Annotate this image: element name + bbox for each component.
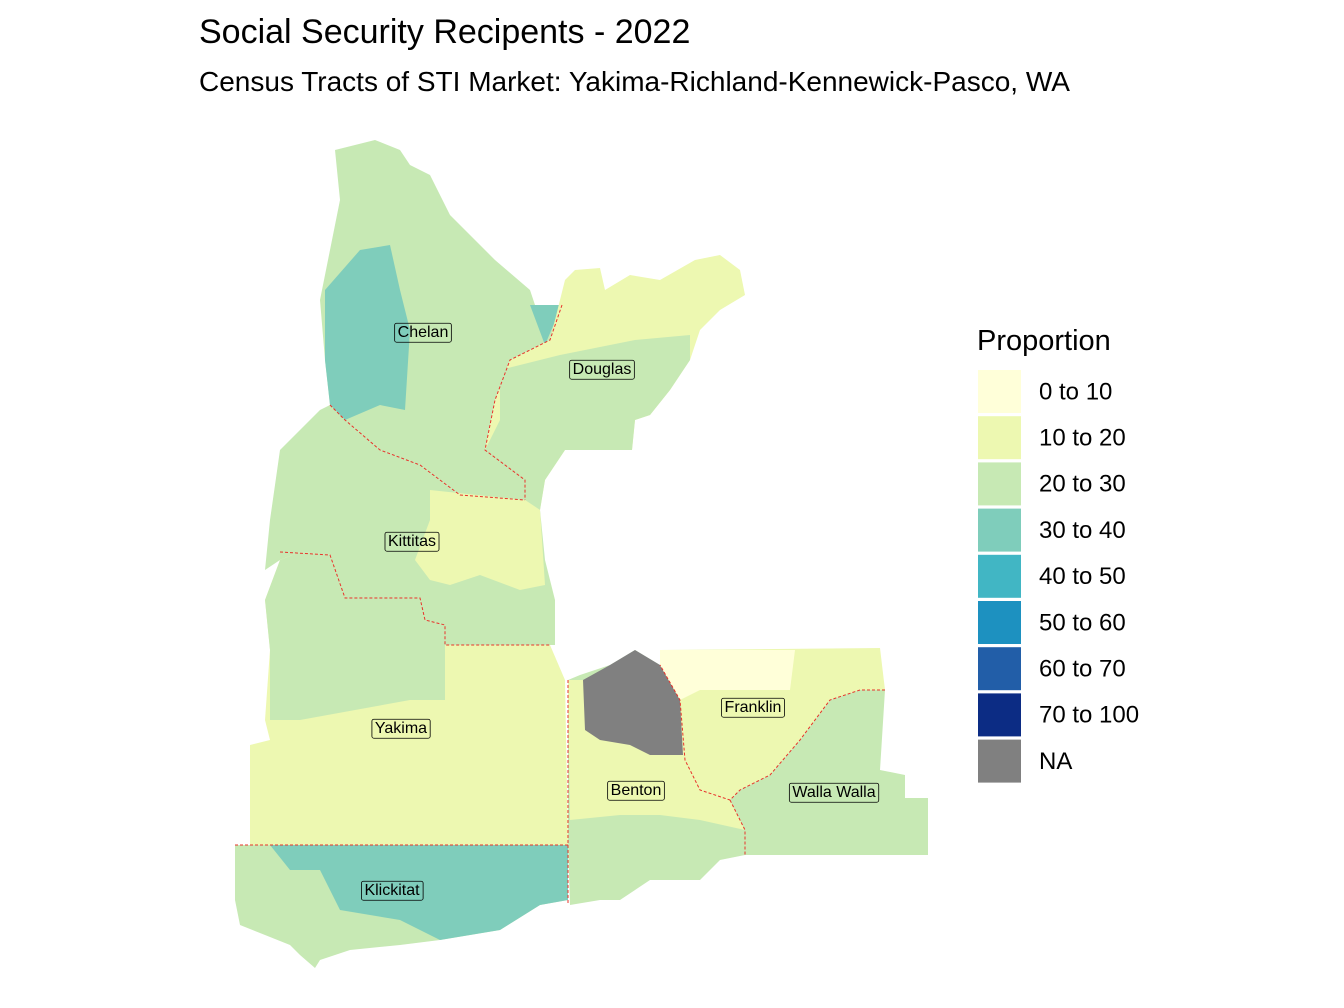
legend-swatch — [978, 693, 1021, 737]
legend-swatch — [978, 554, 1021, 598]
legend-label: 70 to 100 — [1039, 702, 1139, 729]
region — [270, 845, 568, 940]
region — [530, 305, 562, 345]
county-border — [659, 664, 885, 801]
county-label: Walla Walla — [792, 784, 875, 801]
county-border — [279, 551, 550, 646]
county-label: Chelan — [398, 324, 449, 341]
legend-label: 60 to 70 — [1039, 656, 1126, 683]
region — [325, 245, 410, 420]
county-border — [329, 404, 526, 501]
region — [415, 490, 545, 590]
legend: 0 to 10 10 to 20 20 to 30 30 to 40 40 to 50 5… — [978, 370, 1139, 783]
legend-swatch — [978, 462, 1021, 506]
legend-swatch — [978, 508, 1021, 552]
region — [485, 335, 690, 510]
label-box — [394, 322, 452, 343]
label-box — [788, 782, 880, 803]
county-label: Yakima — [375, 720, 427, 737]
map-title: Social Security Recipents - 2022 — [199, 13, 690, 51]
map-subtitle: Census Tracts of STI Market: Yakima-Rich… — [199, 66, 1070, 97]
region — [730, 690, 928, 855]
legend-label: 10 to 20 — [1039, 425, 1126, 452]
label-box — [569, 359, 635, 380]
legend-title: Proportion — [977, 325, 1111, 357]
legend-swatch — [978, 739, 1021, 783]
county-label: Klickitat — [364, 882, 420, 899]
legend-swatch — [978, 601, 1021, 644]
legend-label: 40 to 50 — [1039, 563, 1126, 590]
legend-label: 50 to 60 — [1039, 609, 1126, 636]
region — [583, 650, 683, 755]
region — [320, 140, 560, 500]
region — [265, 405, 555, 645]
legend-label: NA — [1039, 748, 1072, 775]
county-border — [484, 304, 563, 500]
regions — [235, 140, 928, 968]
county-labels: Chelan Douglas Kittitas Yakima Franklin … — [361, 322, 880, 901]
legend-swatch — [978, 647, 1021, 691]
region — [265, 552, 445, 720]
label-box — [371, 718, 431, 739]
label-box — [361, 880, 424, 901]
county-label: Franklin — [725, 699, 782, 716]
county-label: Kittitas — [388, 533, 436, 550]
legend-swatch — [978, 370, 1021, 413]
legend-label: 0 to 10 — [1039, 378, 1112, 405]
county-label: Benton — [611, 782, 662, 799]
legend-swatch — [978, 416, 1021, 460]
label-box — [607, 780, 665, 801]
label-box — [384, 531, 440, 552]
county-border — [729, 799, 746, 855]
county-label: Douglas — [573, 361, 632, 378]
label-box — [721, 697, 785, 718]
region — [660, 650, 795, 700]
legend-label: 20 to 30 — [1039, 471, 1126, 498]
county-borders — [235, 304, 885, 905]
legend-label: 30 to 40 — [1039, 517, 1126, 544]
